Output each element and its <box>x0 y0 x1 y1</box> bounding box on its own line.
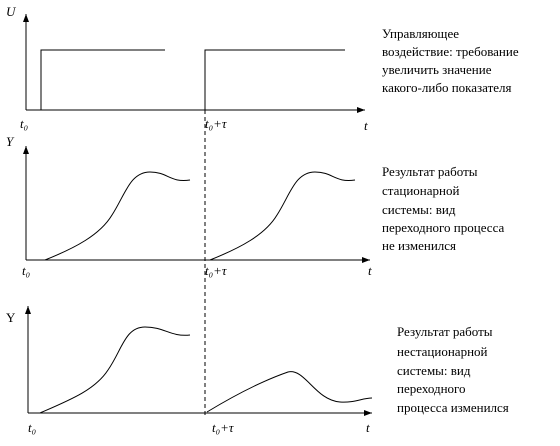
text-line: переходного <box>397 381 466 396</box>
text-line: какого-либо показателя <box>382 80 512 95</box>
text-line: Управляющее <box>382 26 459 41</box>
time-label: t <box>364 118 368 133</box>
axis-label: Y <box>6 134 15 149</box>
text-line: стационарной <box>382 183 459 198</box>
text-line: воздействие: требование <box>382 44 519 59</box>
description: Управляющее воздействие: требование увел… <box>382 26 519 95</box>
time-label: t₀+τ <box>205 263 228 278</box>
step-signal <box>40 49 165 110</box>
text-line: переходного процесса <box>382 220 504 235</box>
text-line: увеличить значение <box>382 62 492 77</box>
text-line: нестационарной <box>397 344 488 359</box>
time-label: t₀+τ <box>212 420 235 435</box>
text-line: процесса изменился <box>397 400 509 415</box>
time-label: t₀+τ <box>205 116 228 131</box>
text-line: не изменился <box>382 238 456 253</box>
text-line: Результат работы <box>397 324 493 339</box>
time-label: t₀ <box>20 116 28 131</box>
time-label: t <box>366 420 370 435</box>
time-label: t₀ <box>28 420 36 435</box>
axis-label: Y <box>6 310 16 325</box>
response-curve <box>206 371 373 413</box>
axis-label: U <box>6 4 17 19</box>
response-curve <box>209 171 356 261</box>
step-signal <box>204 49 345 110</box>
text-line: системы: вид <box>397 363 471 378</box>
text-line: системы: вид <box>382 202 456 217</box>
description: Результат работы стационарной системы: в… <box>382 164 504 253</box>
time-label: t <box>368 263 372 278</box>
text-line: Результат работы <box>382 164 478 179</box>
response-curve <box>44 171 191 261</box>
time-label: t₀ <box>22 263 30 278</box>
description: Результат работы нестационарной системы:… <box>397 324 509 415</box>
response-curve <box>39 326 191 414</box>
